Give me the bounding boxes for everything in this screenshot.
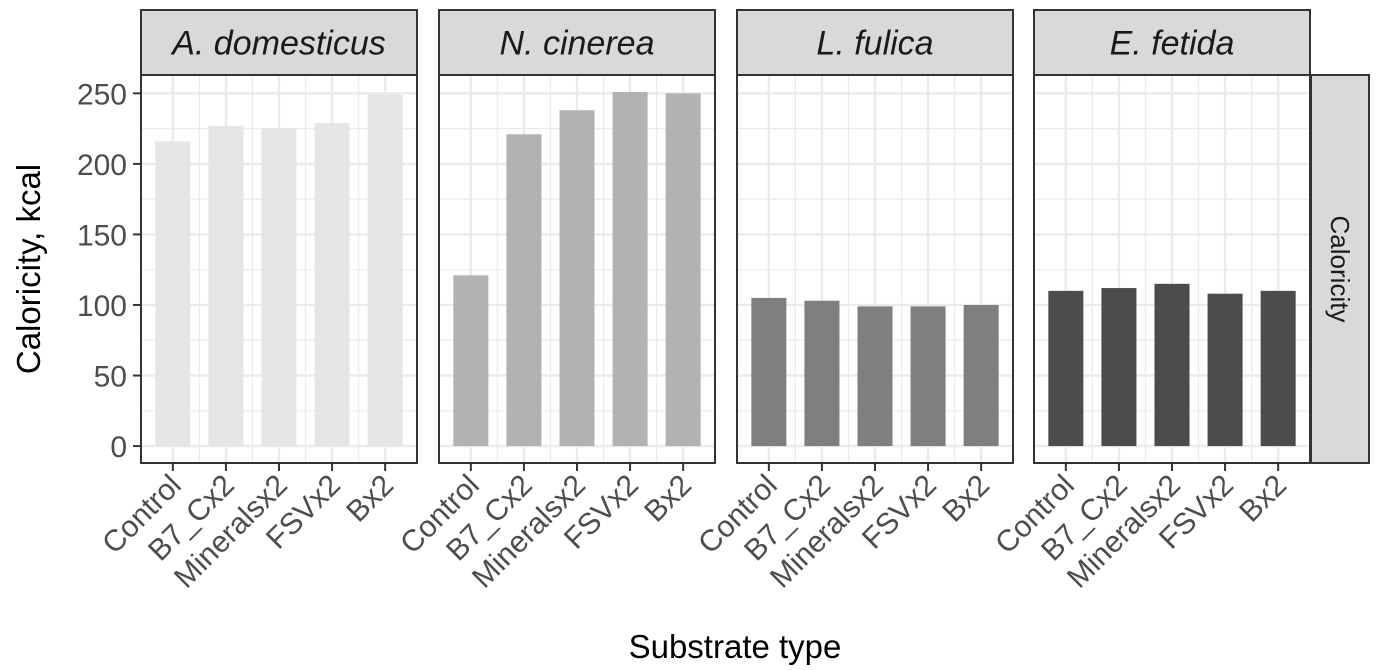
y-tick-label: 50 [94,361,127,394]
row-strip [1310,74,1370,464]
panel-2-x-tick-label: Bx2 [936,469,996,529]
panel-1-bar-3 [612,91,648,447]
y-tick-label: 250 [77,78,127,111]
panel-2-bar-2 [857,306,893,447]
panel-0-strip-label: A. domesticus [170,25,386,63]
panel-3-strip-label: E. fetida [1110,25,1235,63]
panel-3-bar-4 [1260,290,1296,447]
panel-1-x-tick-label: Bx2 [638,469,698,529]
panel-1-strip [438,9,716,76]
panel-1-strip-label: N. cinerea [500,25,655,63]
panel-2-strip-label: L. fulica [816,25,933,63]
y-tick-label: 100 [77,290,127,323]
panel-2-bar-1 [804,300,840,447]
y-axis-title: Caloricity, kcal [10,164,47,374]
panel-1-bar-0 [453,275,489,447]
panel-2-bar-0 [751,297,787,447]
panel-0-bar-4 [367,94,403,447]
panel-0-bar-3 [314,122,350,447]
panel-3-bar-0 [1048,290,1084,447]
panel-1-bar-2 [559,110,595,447]
y-tick-label: 200 [77,149,127,182]
panel-3-x-tick-label: Bx2 [1233,469,1293,529]
panel-1-bar-4 [665,93,701,447]
panel-2-strip [736,9,1014,76]
panel-3-bar-1 [1101,288,1137,447]
panel-0-bar-2 [261,128,297,447]
panel-3-strip [1033,9,1311,76]
panel-0-bar-1 [208,125,244,447]
y-tick-label: 150 [77,219,127,252]
y-tick-label: 0 [110,431,127,464]
panel-2-bar-4 [963,304,999,447]
panel-1-bar-1 [506,134,542,447]
row-strip-label: Caloricity [1325,216,1355,323]
panel-3-bar-2 [1154,283,1190,447]
panel-3-bar-3 [1207,293,1243,447]
panel-0-strip [140,9,418,76]
x-axis-title: Substrate type [629,628,842,665]
panel-0-bar-0 [155,141,191,447]
panel-2-bar-3 [910,306,946,447]
panel-0-x-tick-label: Bx2 [340,469,400,529]
